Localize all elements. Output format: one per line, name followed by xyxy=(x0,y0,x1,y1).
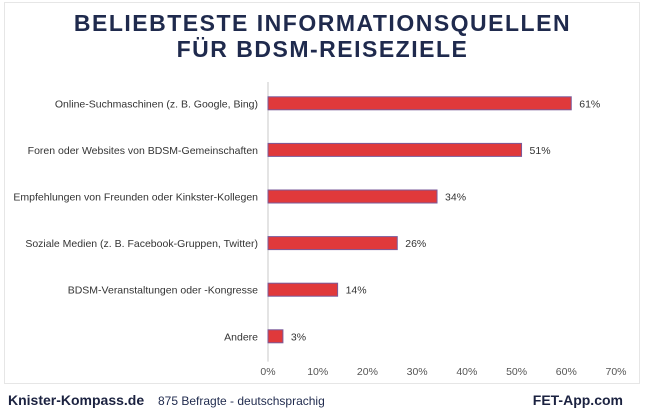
x-tick-label: 10% xyxy=(307,366,328,378)
bar xyxy=(267,189,438,204)
data-label: 3% xyxy=(291,331,306,343)
footer-note: 875 Befragte - deutschsprachig xyxy=(158,394,325,408)
category-label: Empfehlungen von Freunden oder Kinkster-… xyxy=(13,192,258,204)
category-label: BDSM-Veranstaltungen oder -Kongresse xyxy=(68,285,258,297)
chart-frame xyxy=(4,2,640,384)
x-tick-label: 60% xyxy=(556,366,577,378)
bar xyxy=(267,96,572,111)
data-label: 26% xyxy=(405,238,426,250)
chart-title-line-2: FÜR BDSM-REISEZIELE xyxy=(176,36,469,62)
chart-title-line-1: BELIEBTESTE INFORMATIONSQUELLEN xyxy=(73,10,572,36)
bar xyxy=(267,142,523,157)
x-tick-label: 0% xyxy=(260,366,275,378)
data-label: 14% xyxy=(346,285,367,297)
data-label: 34% xyxy=(445,192,466,204)
footer-right-brand: FET-App.com xyxy=(532,392,623,408)
category-label: Foren oder Websites von BDSM-Gemeinschaf… xyxy=(28,145,258,157)
data-label: 61% xyxy=(579,98,600,110)
data-label: 51% xyxy=(530,145,551,157)
x-tick-label: 40% xyxy=(456,366,477,378)
x-tick-label: 20% xyxy=(357,366,378,378)
footer-left-brand: Knister-Kompass.de xyxy=(8,392,145,408)
category-label: Soziale Medien (z. B. Facebook-Gruppen, … xyxy=(25,238,258,250)
bar xyxy=(267,282,339,297)
category-label: Andere xyxy=(224,331,258,343)
x-tick-label: 50% xyxy=(506,366,527,378)
bar xyxy=(267,236,398,251)
x-tick-label: 30% xyxy=(407,366,428,378)
category-label: Online-Suchmaschinen (z. B. Google, Bing… xyxy=(55,98,258,110)
bar xyxy=(267,329,284,344)
x-tick-label: 70% xyxy=(605,366,626,378)
